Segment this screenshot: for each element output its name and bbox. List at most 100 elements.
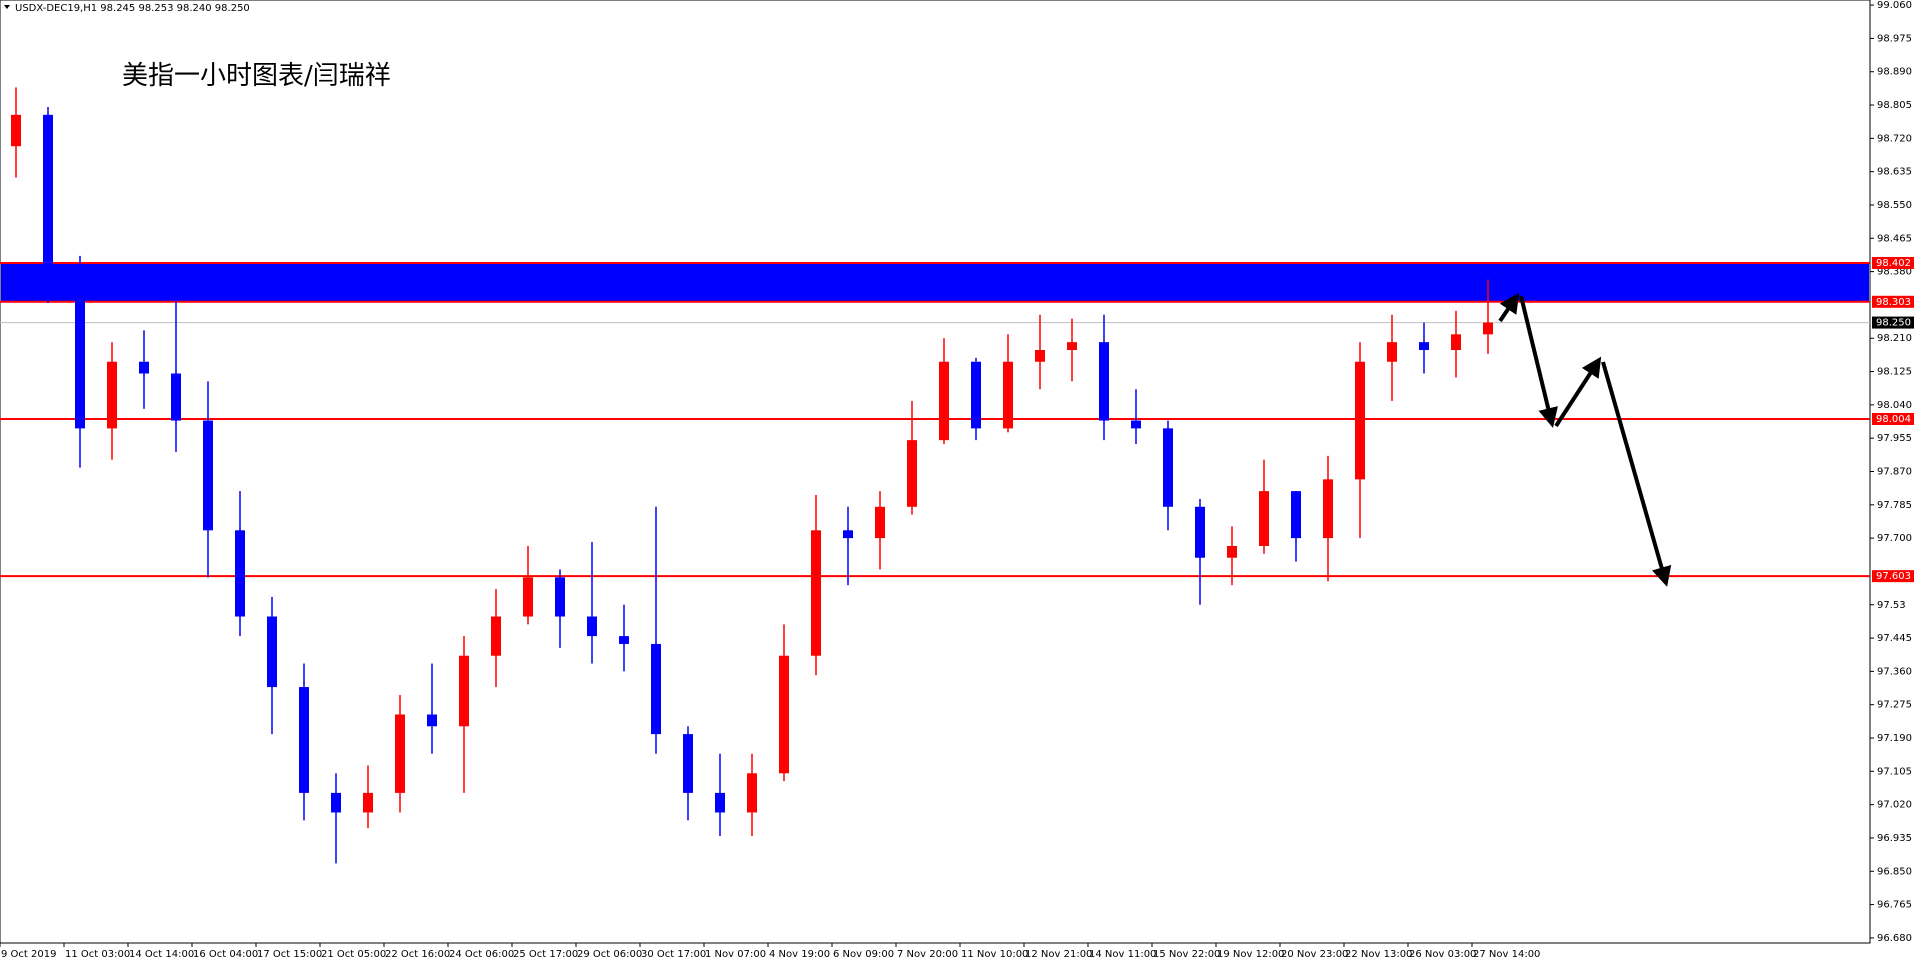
y-tick-label: 97.190	[1877, 733, 1912, 744]
candle-body	[491, 616, 501, 656]
candle-body	[555, 577, 565, 617]
y-tick-label: 98.805	[1877, 100, 1912, 111]
y-tick-label: 98.125	[1877, 367, 1912, 378]
annotation: 美指一小时图表/闫瑞祥	[122, 61, 391, 91]
y-tick-label: 97.020	[1877, 800, 1912, 811]
y-tick-label: 99.060	[1877, 0, 1912, 11]
x-tick-label: 12 Nov 21:00	[1025, 949, 1092, 960]
candle-body	[331, 792, 341, 813]
candle-body	[107, 361, 117, 429]
x-tick-label: 17 Oct 15:00	[257, 949, 322, 960]
x-tick-label: 11 Oct 03:00	[65, 949, 130, 960]
y-tick-label: 96.935	[1877, 833, 1912, 844]
candle-body	[1387, 342, 1397, 362]
candle-body	[715, 792, 725, 813]
y-tick-label: 98.210	[1877, 333, 1912, 344]
candle-body	[811, 530, 821, 656]
arrow	[1498, 292, 1520, 323]
candle-body	[267, 616, 277, 688]
candle-body	[459, 655, 469, 727]
x-tick-label: 16 Oct 04:00	[193, 949, 258, 960]
y-tick-label: 96.850	[1877, 866, 1912, 877]
x-tick-label: 25 Oct 17:00	[513, 949, 578, 960]
y-tick-label: 98.720	[1877, 133, 1912, 144]
candle-body	[619, 636, 629, 644]
candle-body	[171, 373, 181, 421]
candle-body	[843, 530, 853, 539]
candle-body	[1291, 491, 1301, 539]
chart-title: USDX-DEC19,H1 98.245 98.253 98.240 98.25…	[15, 3, 250, 14]
candle-body	[875, 506, 885, 539]
y-tick-label: 98.975	[1877, 33, 1912, 44]
candle-body	[75, 279, 85, 429]
price-tag	[1872, 256, 1914, 269]
y-tick-label: 97.360	[1877, 666, 1912, 677]
arrow	[1601, 361, 1672, 587]
x-tick-label: 20 Nov 23:00	[1281, 949, 1348, 960]
x-tick-label: 29 Oct 06:00	[577, 949, 642, 960]
x-tick-label: 26 Nov 03:00	[1409, 949, 1476, 960]
candle-body	[139, 361, 149, 374]
y-tick-label: 98.550	[1877, 200, 1912, 211]
candle-body	[1003, 361, 1013, 429]
candle-body	[747, 773, 757, 813]
price-tag-label: 97.603	[1876, 571, 1911, 582]
y-tick-label: 97.700	[1877, 533, 1912, 544]
y-tick-label: 98.040	[1877, 400, 1912, 411]
candle-body	[1451, 334, 1461, 350]
x-tick-label: 22 Oct 16:00	[385, 949, 450, 960]
candle-body	[779, 655, 789, 774]
x-tick-label: 30 Oct 17:00	[641, 949, 706, 960]
candle-body	[1163, 428, 1173, 507]
candle-body	[971, 361, 981, 429]
candle-body	[587, 616, 597, 637]
candle-body	[203, 420, 213, 531]
candle-body	[1227, 545, 1237, 558]
candle-body	[1131, 420, 1141, 429]
y-tick-label: 97.445	[1877, 633, 1912, 644]
x-tick-label: 1 Nov 07:00	[705, 949, 766, 960]
candle-body	[427, 714, 437, 727]
price-tag	[1872, 316, 1914, 329]
candle-body	[1067, 342, 1077, 350]
candle-body	[1099, 342, 1109, 421]
x-tick-label: 15 Nov 22:00	[1153, 949, 1220, 960]
x-tick-label: 24 Oct 06:00	[449, 949, 514, 960]
candle-body	[1195, 506, 1205, 558]
candle-body	[43, 114, 53, 280]
x-tick-label: 19 Nov 12:00	[1217, 949, 1284, 960]
candle-body	[939, 361, 949, 441]
resistance-zone	[1, 262, 1869, 302]
candle-body	[1035, 349, 1045, 362]
y-tick-label: 97.785	[1877, 500, 1912, 511]
x-tick-label: 22 Nov 13:00	[1345, 949, 1412, 960]
price-tag	[1872, 412, 1914, 425]
x-tick-label: 14 Nov 11:00	[1089, 949, 1156, 960]
y-tick-label: 98.635	[1877, 167, 1912, 178]
forecast-arrows	[1498, 292, 1672, 587]
price-tag-label: 98.303	[1876, 297, 1911, 308]
candle-body	[523, 577, 533, 617]
y-tick-label: 96.680	[1877, 933, 1912, 944]
price-tag-label: 98.402	[1876, 258, 1911, 269]
arrow	[1519, 295, 1558, 428]
price-tag	[1872, 570, 1914, 583]
price-tag-label: 98.250	[1876, 318, 1911, 329]
y-tick-label: 96.765	[1877, 900, 1912, 911]
candle-body	[907, 440, 917, 507]
x-tick-label: 4 Nov 19:00	[769, 949, 830, 960]
candle-body	[235, 530, 245, 617]
y-tick-label: 97.275	[1877, 700, 1912, 711]
y-tick-label: 98.380	[1877, 267, 1912, 278]
price-tag	[1872, 295, 1914, 308]
x-tick-label: 11 Nov 10:00	[961, 949, 1028, 960]
y-tick-label: 97.53	[1877, 600, 1906, 611]
x-tick-label: 21 Oct 05:00	[321, 949, 386, 960]
x-tick-label: 9 Oct 2019	[1, 949, 56, 960]
x-tick-label: 27 Nov 14:00	[1473, 949, 1540, 960]
plot-frame	[0, 0, 1871, 944]
candle-body	[11, 114, 21, 147]
y-tick-label: 97.870	[1877, 467, 1912, 478]
arrow	[1554, 356, 1602, 428]
